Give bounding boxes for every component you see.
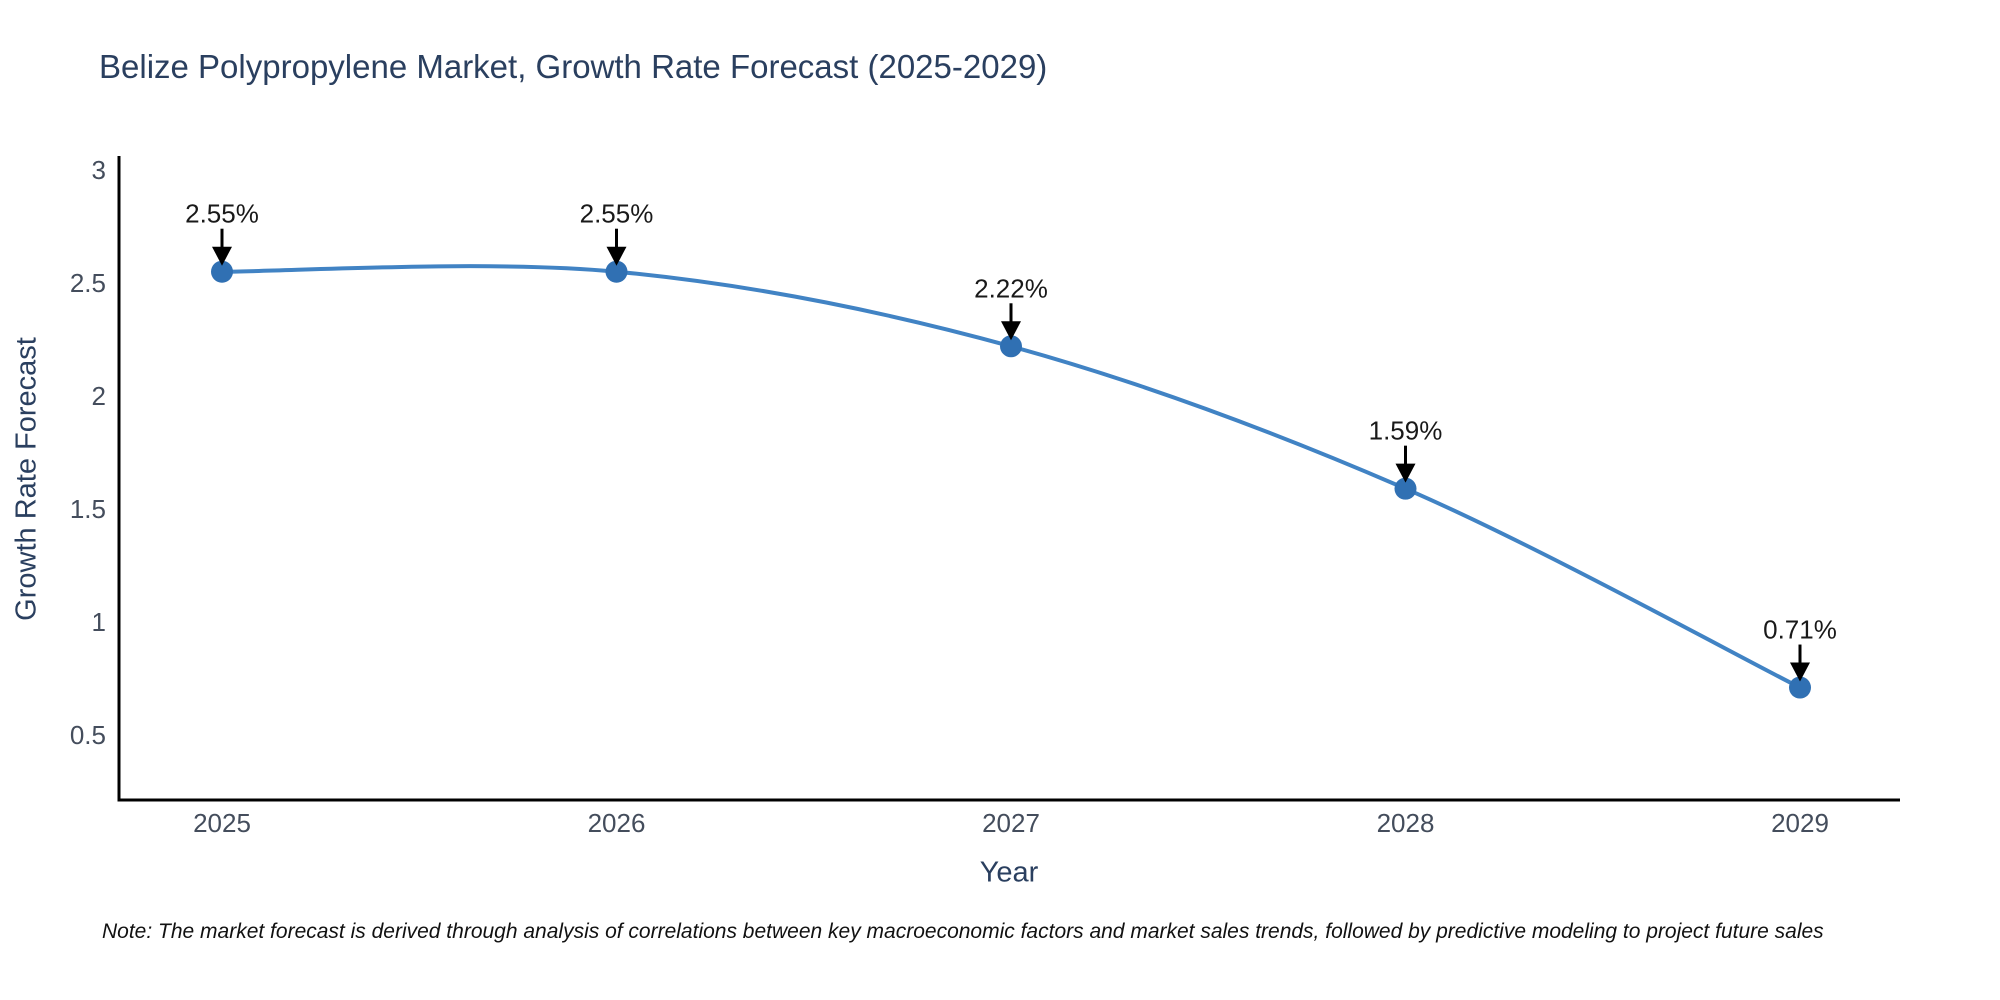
x-tick-label: 2027 (982, 808, 1040, 838)
x-tick-label: 2025 (193, 808, 251, 838)
y-tick-label: 0.5 (70, 720, 106, 750)
annotation-arrow-head (606, 246, 627, 266)
y-tick-label: 2.5 (70, 268, 106, 298)
data-point-marker[interactable] (211, 260, 233, 283)
y-tick-label: 1 (92, 607, 106, 637)
x-tick-label: 2029 (1771, 808, 1829, 838)
point-annotation: 2.22% (974, 273, 1048, 303)
x-tick-label: 2026 (588, 808, 646, 838)
x-axis-title: Year (979, 856, 1039, 889)
data-point-marker[interactable] (605, 260, 628, 283)
annotation-arrow-head (1395, 463, 1416, 483)
axis-spines (117, 156, 1900, 802)
chart-title: Belize Polypropylene Market, Growth Rate… (99, 48, 1048, 85)
data-point-marker[interactable] (1789, 676, 1811, 699)
annotation-arrow-head (1790, 662, 1810, 682)
point-annotation: 0.71% (1763, 615, 1837, 645)
point-annotation: 2.55% (580, 199, 654, 229)
point-annotation: 1.59% (1369, 416, 1443, 446)
annotation-arrow-head (1001, 321, 1021, 341)
data-point-marker[interactable] (1394, 477, 1417, 500)
footnote: Note: The market forecast is derived thr… (102, 920, 1824, 943)
annotation-arrow-head (212, 246, 232, 266)
data-point-marker[interactable] (1000, 335, 1022, 358)
y-tick-label: 2 (92, 381, 106, 411)
x-tick-label: 2028 (1377, 808, 1435, 838)
point-annotation: 2.55% (185, 199, 259, 229)
y-tick-label: 3 (92, 155, 106, 185)
y-tick-label: 1.5 (70, 494, 106, 524)
